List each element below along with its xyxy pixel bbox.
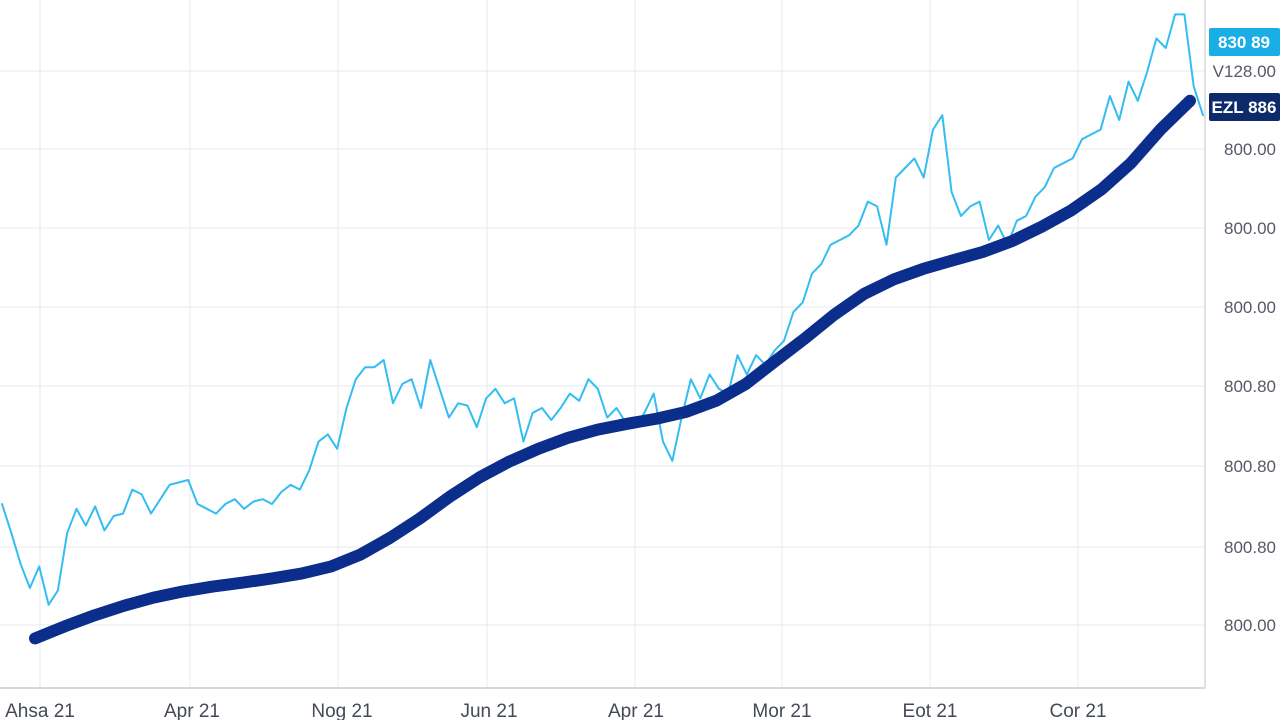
price-series-line bbox=[1, 13, 1204, 606]
x-tick-label: Jun 21 bbox=[460, 701, 517, 720]
y-tick-label: 800.00 bbox=[1224, 298, 1276, 317]
value-callout-label: EZL 886 bbox=[1212, 98, 1277, 117]
y-tick-label: 800.80 bbox=[1224, 538, 1276, 557]
y-tick-label: 800.00 bbox=[1224, 616, 1276, 635]
x-tick-label: Apr 21 bbox=[164, 701, 220, 720]
y-tick-label: 800.00 bbox=[1224, 140, 1276, 159]
value-callout-label: 830 89 bbox=[1218, 33, 1270, 52]
x-tick-label: Cor 21 bbox=[1049, 701, 1106, 720]
x-tick-label: Nog 21 bbox=[311, 701, 372, 720]
x-tick-label: Mor 21 bbox=[752, 701, 811, 720]
y-tick-label: 800.00 bbox=[1224, 219, 1276, 238]
y-tick-label: 800.80 bbox=[1224, 457, 1276, 476]
y-tick-label: V128.00 bbox=[1213, 62, 1276, 81]
trend-series-line bbox=[29, 94, 1196, 645]
value-callout-tag bbox=[1209, 28, 1280, 56]
x-tick-label: Ahsa 21 bbox=[5, 701, 75, 720]
y-tick-label: 800.80 bbox=[1224, 377, 1276, 396]
x-tick-label: Apr 21 bbox=[608, 701, 664, 720]
x-tick-label: Eot 21 bbox=[903, 701, 958, 720]
value-callout-tag bbox=[1209, 93, 1280, 121]
